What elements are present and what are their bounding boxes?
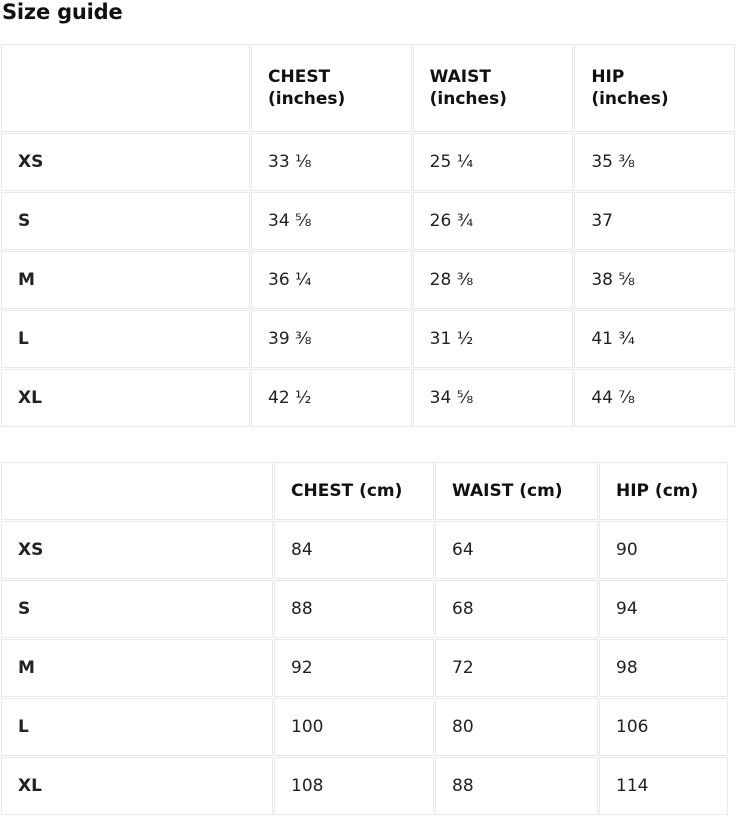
hip-value-cell: 114 (599, 757, 728, 815)
header-measure-name: CHEST (268, 67, 331, 87)
size-label-cell: S (1, 192, 250, 250)
size-row-xl: XL 108 88 114 (1, 757, 728, 815)
chest-value-cell: 33 ⅛ (251, 133, 412, 191)
hip-value-cell: 41 ¾ (574, 310, 735, 368)
hip-value-cell: 44 ⅞ (574, 369, 735, 427)
chest-value-cell: 88 (274, 580, 434, 638)
inches-header-row: CHEST (inches) WAIST (inches) HIP (inche… (1, 44, 735, 132)
size-row-xs: XS 84 64 90 (1, 521, 728, 579)
column-header-hip-inches: HIP (inches) (574, 44, 735, 132)
chest-value-cell: 39 ⅜ (251, 310, 412, 368)
chest-value-cell: 36 ¼ (251, 251, 412, 309)
hip-value-cell: 35 ⅜ (574, 133, 735, 191)
size-label-cell: S (1, 580, 273, 638)
waist-value-cell: 88 (435, 757, 598, 815)
waist-value-cell: 68 (435, 580, 598, 638)
chest-value-cell: 34 ⅝ (251, 192, 412, 250)
waist-value-cell: 80 (435, 698, 598, 756)
column-header-chest-cm: CHEST (cm) (274, 462, 434, 520)
size-label-cell: M (1, 639, 273, 697)
cm-table-container: CHEST (cm) WAIST (cm) HIP (cm) XS 84 64 … (0, 461, 736, 816)
waist-value-cell: 25 ¼ (412, 133, 574, 191)
hip-value-cell: 106 (599, 698, 728, 756)
size-row-m: M 92 72 98 (1, 639, 728, 697)
hip-value-cell: 37 (574, 192, 735, 250)
corner-cell (1, 44, 250, 132)
header-measure-unit: (inches) (591, 89, 669, 109)
size-row-l: L 100 80 106 (1, 698, 728, 756)
size-label-cell: L (1, 310, 250, 368)
column-header-hip-cm: HIP (cm) (599, 462, 728, 520)
size-label-cell: XS (1, 133, 250, 191)
header-measure-name: HIP (591, 67, 625, 87)
size-row-xl: XL 42 ½ 34 ⅝ 44 ⅞ (1, 369, 735, 427)
hip-value-cell: 38 ⅝ (574, 251, 735, 309)
chest-value-cell: 84 (274, 521, 434, 579)
size-row-m: M 36 ¼ 28 ⅜ 38 ⅝ (1, 251, 735, 309)
size-table-inches: CHEST (inches) WAIST (inches) HIP (inche… (0, 43, 736, 428)
size-label-cell: M (1, 251, 250, 309)
waist-value-cell: 72 (435, 639, 598, 697)
chest-value-cell: 92 (274, 639, 434, 697)
waist-value-cell: 64 (435, 521, 598, 579)
column-header-waist-inches: WAIST (inches) (412, 44, 574, 132)
size-table-cm: CHEST (cm) WAIST (cm) HIP (cm) XS 84 64 … (0, 461, 729, 816)
size-row-xs: XS 33 ⅛ 25 ¼ 35 ⅜ (1, 133, 735, 191)
column-header-waist-cm: WAIST (cm) (435, 462, 598, 520)
size-row-s: S 34 ⅝ 26 ¾ 37 (1, 192, 735, 250)
header-measure-unit: (inches) (429, 89, 507, 109)
inches-table-container: CHEST (inches) WAIST (inches) HIP (inche… (0, 43, 736, 428)
hip-value-cell: 94 (599, 580, 728, 638)
chest-value-cell: 100 (274, 698, 434, 756)
hip-value-cell: 90 (599, 521, 728, 579)
column-header-chest-inches: CHEST (inches) (251, 44, 412, 132)
size-row-l: L 39 ⅜ 31 ½ 41 ¾ (1, 310, 735, 368)
size-label-cell: XS (1, 521, 273, 579)
size-label-cell: XL (1, 757, 273, 815)
chest-value-cell: 108 (274, 757, 434, 815)
size-label-cell: XL (1, 369, 250, 427)
waist-value-cell: 34 ⅝ (412, 369, 574, 427)
cm-header-row: CHEST (cm) WAIST (cm) HIP (cm) (1, 462, 728, 520)
chest-value-cell: 42 ½ (251, 369, 412, 427)
hip-value-cell: 98 (599, 639, 728, 697)
waist-value-cell: 26 ¾ (412, 192, 574, 250)
waist-value-cell: 31 ½ (412, 310, 574, 368)
waist-value-cell: 28 ⅜ (412, 251, 574, 309)
size-label-cell: L (1, 698, 273, 756)
page-title: Size guide (2, 0, 123, 24)
corner-cell (1, 462, 273, 520)
size-row-s: S 88 68 94 (1, 580, 728, 638)
header-measure-unit: (inches) (268, 89, 346, 109)
header-measure-name: WAIST (429, 67, 491, 87)
